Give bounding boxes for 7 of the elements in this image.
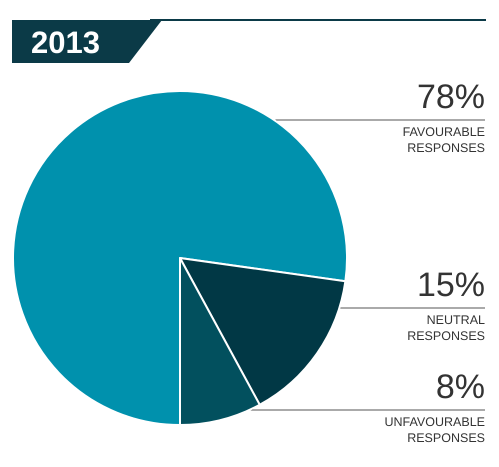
chart-title: 2013 (31, 25, 100, 60)
data-label: 8% (436, 368, 485, 406)
slice-label: FAVOURABLE RESPONSES (402, 125, 485, 155)
data-label: 15% (416, 266, 485, 304)
data-label: 78% (416, 78, 485, 116)
slice-label: UNFAVOURABLE RESPONSES (384, 415, 485, 445)
slice-label: NEUTRAL RESPONSES (407, 313, 486, 343)
